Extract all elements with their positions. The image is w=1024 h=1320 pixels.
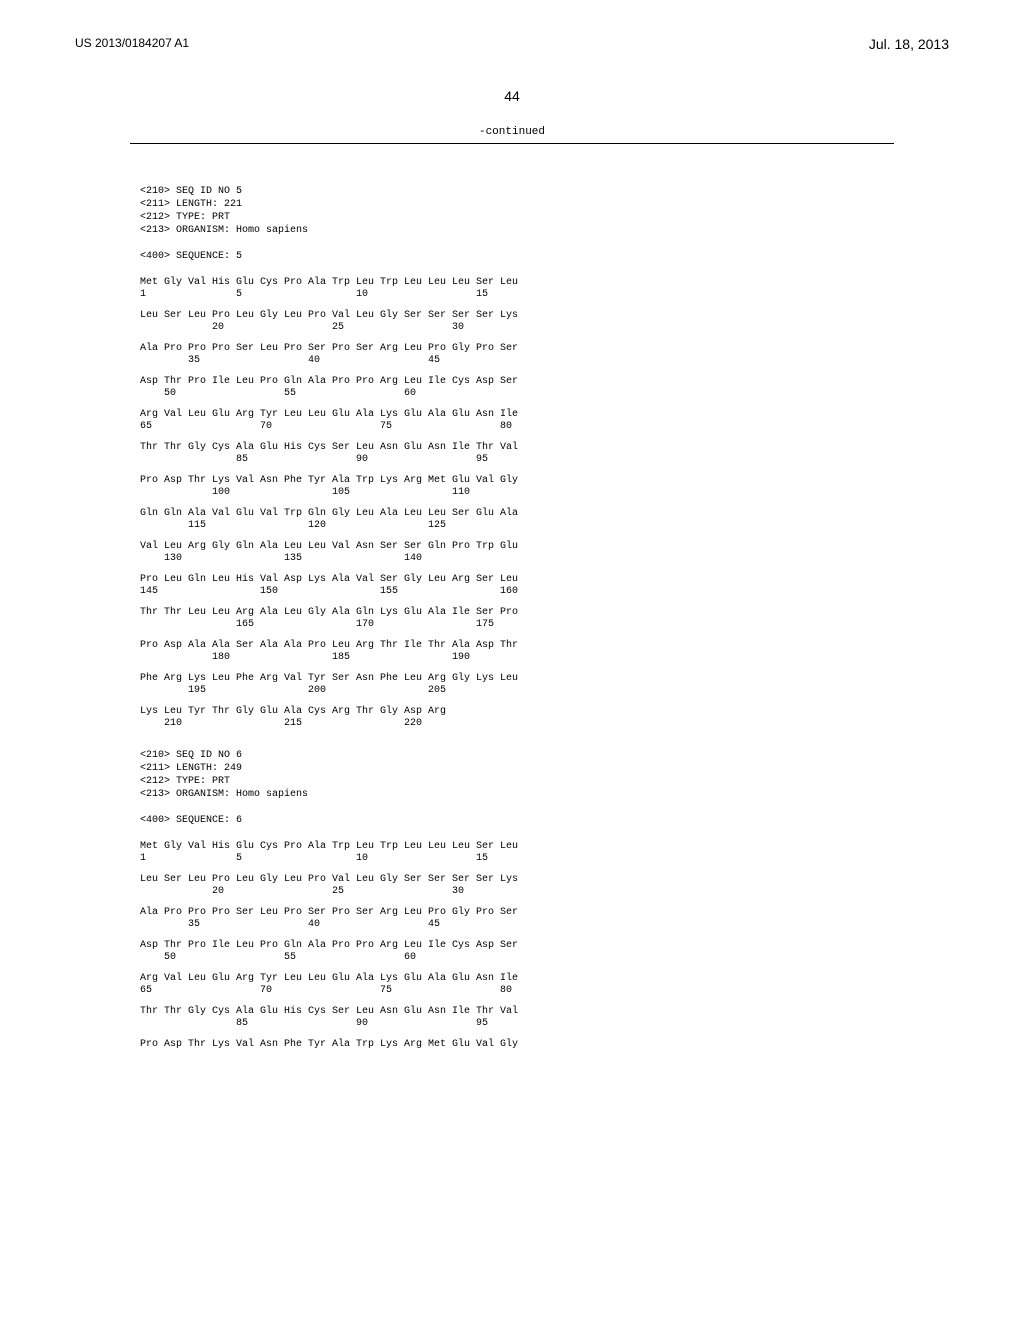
- residue-row: Leu Ser Leu Pro Leu Gly Leu Pro Val Leu …: [140, 874, 1024, 886]
- sequence-listing: <210> SEQ ID NO 5<211> LENGTH: 221<212> …: [140, 162, 1024, 1063]
- sequence-label: <400> SEQUENCE: 5: [140, 251, 1024, 263]
- residue-row: Pro Asp Ala Ala Ser Ala Ala Pro Leu Arg …: [140, 640, 1024, 652]
- position-row: 100 105 110: [140, 487, 1024, 499]
- page-header: US 2013/0184207 A1 Jul. 18, 2013: [0, 0, 1024, 52]
- position-row: 50 55 60: [140, 952, 1024, 964]
- publication-date: Jul. 18, 2013: [869, 36, 949, 52]
- position-row: 165 170 175: [140, 619, 1024, 631]
- sequence-header-line: <213> ORGANISM: Homo sapiens: [140, 789, 1024, 801]
- position-row: 85 90 95: [140, 1018, 1024, 1030]
- residue-row: Phe Arg Lys Leu Phe Arg Val Tyr Ser Asn …: [140, 673, 1024, 685]
- position-row: 35 40 45: [140, 919, 1024, 931]
- position-row: 85 90 95: [140, 454, 1024, 466]
- position-row: 195 200 205: [140, 685, 1024, 697]
- sequence-header-line: <211> LENGTH: 221: [140, 199, 1024, 211]
- position-row: 65 70 75 80: [140, 421, 1024, 433]
- position-row: 20 25 30: [140, 322, 1024, 334]
- residue-row: Pro Asp Thr Lys Val Asn Phe Tyr Ala Trp …: [140, 1039, 1024, 1051]
- sequence-header: <210> SEQ ID NO 5<211> LENGTH: 221<212> …: [140, 186, 1024, 237]
- residue-row: Arg Val Leu Glu Arg Tyr Leu Leu Glu Ala …: [140, 409, 1024, 421]
- position-row: 130 135 140: [140, 553, 1024, 565]
- position-row: 115 120 125: [140, 520, 1024, 532]
- position-row: 1 5 10 15: [140, 853, 1024, 865]
- residue-row: Thr Thr Gly Cys Ala Glu His Cys Ser Leu …: [140, 1006, 1024, 1018]
- residue-row: Met Gly Val His Glu Cys Pro Ala Trp Leu …: [140, 277, 1024, 289]
- position-row: 1 5 10 15: [140, 289, 1024, 301]
- sequence-header-line: <212> TYPE: PRT: [140, 212, 1024, 224]
- residue-row: Ala Pro Pro Pro Ser Leu Pro Ser Pro Ser …: [140, 343, 1024, 355]
- residue-row: Asp Thr Pro Ile Leu Pro Gln Ala Pro Pro …: [140, 940, 1024, 952]
- position-row: 35 40 45: [140, 355, 1024, 367]
- position-row: 210 215 220: [140, 718, 1024, 730]
- continued-label: -continued: [0, 126, 1024, 138]
- position-row: 180 185 190: [140, 652, 1024, 664]
- residue-row: Gln Gln Ala Val Glu Val Trp Gln Gly Leu …: [140, 508, 1024, 520]
- sequence-header-line: <212> TYPE: PRT: [140, 776, 1024, 788]
- residue-row: Leu Ser Leu Pro Leu Gly Leu Pro Val Leu …: [140, 310, 1024, 322]
- residue-row: Pro Leu Gln Leu His Val Asp Lys Ala Val …: [140, 574, 1024, 586]
- publication-number: US 2013/0184207 A1: [75, 36, 189, 52]
- position-row: 20 25 30: [140, 886, 1024, 898]
- sequence-header-line: <210> SEQ ID NO 5: [140, 186, 1024, 198]
- residue-row: Pro Asp Thr Lys Val Asn Phe Tyr Ala Trp …: [140, 475, 1024, 487]
- residue-row: Thr Thr Gly Cys Ala Glu His Cys Ser Leu …: [140, 442, 1024, 454]
- residue-row: Lys Leu Tyr Thr Gly Glu Ala Cys Arg Thr …: [140, 706, 1024, 718]
- residue-row: Asp Thr Pro Ile Leu Pro Gln Ala Pro Pro …: [140, 376, 1024, 388]
- sequence-header-line: <210> SEQ ID NO 6: [140, 750, 1024, 762]
- residue-row: Thr Thr Leu Leu Arg Ala Leu Gly Ala Gln …: [140, 607, 1024, 619]
- sequence-header-line: <211> LENGTH: 249: [140, 763, 1024, 775]
- sequence-label: <400> SEQUENCE: 6: [140, 815, 1024, 827]
- page-number: 44: [0, 88, 1024, 104]
- divider-line: [130, 143, 894, 144]
- residue-row: Val Leu Arg Gly Gln Ala Leu Leu Val Asn …: [140, 541, 1024, 553]
- position-row: 65 70 75 80: [140, 985, 1024, 997]
- residue-row: Met Gly Val His Glu Cys Pro Ala Trp Leu …: [140, 841, 1024, 853]
- residue-row: Arg Val Leu Glu Arg Tyr Leu Leu Glu Ala …: [140, 973, 1024, 985]
- position-row: 145 150 155 160: [140, 586, 1024, 598]
- sequence-header: <210> SEQ ID NO 6<211> LENGTH: 249<212> …: [140, 750, 1024, 801]
- sequence-header-line: <213> ORGANISM: Homo sapiens: [140, 225, 1024, 237]
- residue-row: Ala Pro Pro Pro Ser Leu Pro Ser Pro Ser …: [140, 907, 1024, 919]
- position-row: 50 55 60: [140, 388, 1024, 400]
